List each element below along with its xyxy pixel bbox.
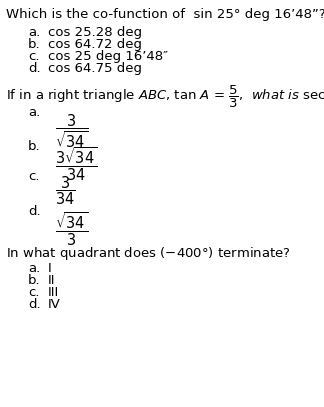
Text: a.: a. (28, 26, 40, 39)
Text: IV: IV (48, 298, 61, 311)
Text: cos 25.28 deg: cos 25.28 deg (48, 26, 142, 39)
Text: cos 64.75 deg: cos 64.75 deg (48, 62, 142, 75)
Text: $\dfrac{3}{\sqrt{34}}$: $\dfrac{3}{\sqrt{34}}$ (55, 112, 88, 149)
Text: $\dfrac{3\sqrt{34}}{34}$: $\dfrac{3\sqrt{34}}{34}$ (55, 146, 98, 184)
Text: b.: b. (28, 38, 40, 51)
Text: a.: a. (28, 262, 40, 275)
Text: a.: a. (28, 106, 40, 119)
Text: d.: d. (28, 205, 40, 218)
Text: In what quadrant does $(-400°)$ terminate?: In what quadrant does $(-400°)$ terminat… (6, 245, 291, 262)
Text: III: III (48, 286, 59, 299)
Text: If in a right triangle $\it{ABC}$, tan $\it{A}$ = $\dfrac{5}{3}$,  $\it{what\ is: If in a right triangle $\it{ABC}$, tan $… (6, 84, 324, 110)
Text: b.: b. (28, 274, 40, 287)
Text: c.: c. (28, 170, 40, 183)
Text: d.: d. (28, 62, 40, 75)
Text: $\dfrac{3}{34}$: $\dfrac{3}{34}$ (55, 174, 75, 207)
Text: b.: b. (28, 140, 40, 153)
Text: d.: d. (28, 298, 40, 311)
Text: c.: c. (28, 286, 40, 299)
Text: I: I (48, 262, 52, 275)
Text: c.: c. (28, 50, 40, 63)
Text: $\dfrac{\sqrt{34}}{3}$: $\dfrac{\sqrt{34}}{3}$ (55, 211, 88, 248)
Text: II: II (48, 274, 55, 287)
Text: cos 64.72 deg: cos 64.72 deg (48, 38, 142, 51)
Text: cos 25 deg 16’48″: cos 25 deg 16’48″ (48, 50, 168, 63)
Text: Which is the co-function of  sin 25° deg 16’48”?: Which is the co-function of sin 25° deg … (6, 8, 324, 21)
